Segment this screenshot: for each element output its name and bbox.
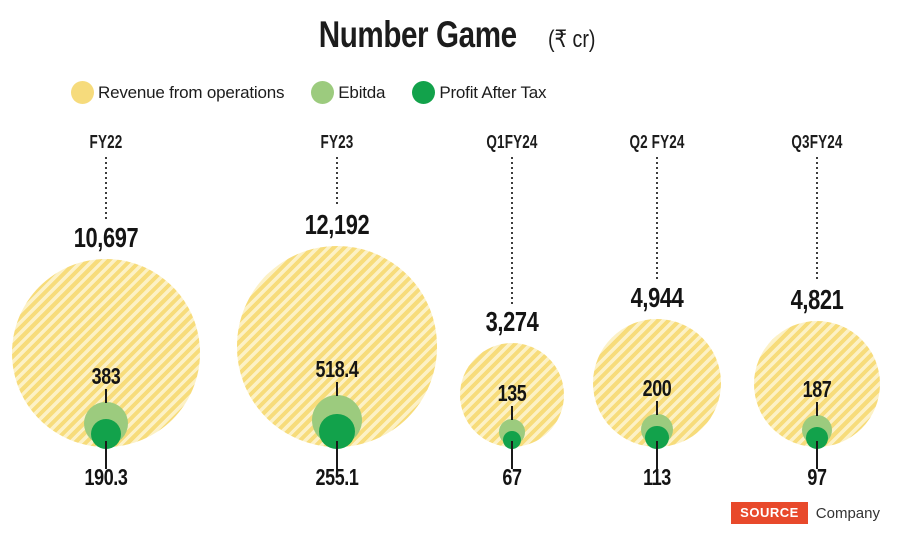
revenue-value-label: 3,274 — [485, 305, 539, 337]
legend-label-ebitda: Ebitda — [338, 82, 386, 102]
pat-value-label: 255.1 — [315, 464, 359, 490]
pat-pointer-line — [656, 441, 658, 469]
ebitda-value-label: 518.4 — [315, 355, 359, 382]
legend-item-pat: Profit After Tax — [412, 81, 547, 104]
category-label: FY23 — [320, 132, 354, 152]
pat-value-label: 67 — [502, 464, 522, 490]
pat-bubble — [806, 427, 828, 449]
ebitda-pointer-line — [816, 401, 818, 416]
dotted-connector-line — [656, 157, 658, 281]
ebitda-value-label: 200 — [642, 374, 672, 401]
legend-label-pat: Profit After Tax — [439, 82, 547, 102]
dotted-connector-line — [511, 157, 513, 304]
pat-pointer-line — [511, 441, 513, 469]
ebitda-value-label: 135 — [497, 380, 527, 407]
revenue-value-label: 4,821 — [790, 283, 844, 315]
pat-bubble — [645, 425, 669, 449]
legend-item-revenue: Revenue from operations — [71, 81, 284, 104]
category-label: Q3FY24 — [791, 132, 843, 152]
revenue-swatch-icon — [71, 81, 94, 104]
chart-title-text: Number Game — [318, 14, 517, 55]
source-company: Company — [815, 504, 880, 522]
ebitda-pointer-line — [511, 406, 513, 421]
ebitda-pointer-line — [336, 381, 338, 396]
pat-value-label: 190.3 — [84, 464, 128, 490]
pat-pointer-line — [816, 441, 818, 469]
pat-value-label: 97 — [807, 464, 827, 490]
source-attribution: SOURCE Company — [731, 502, 880, 524]
pat-swatch-icon — [412, 81, 436, 104]
chart-title: Number Game (₹ cr) — [0, 14, 900, 56]
category-label: Q1FY24 — [486, 132, 538, 152]
pat-value-label: 113 — [643, 464, 671, 490]
pat-bubble — [502, 430, 521, 449]
revenue-value-label: 12,192 — [304, 209, 370, 241]
legend-item-ebitda: Ebitda — [311, 81, 386, 104]
category-label: FY22 — [89, 132, 123, 152]
ebitda-pointer-line — [656, 400, 658, 415]
dotted-connector-line — [336, 157, 338, 208]
legend-label-revenue: Revenue from operations — [98, 82, 285, 102]
source-badge: SOURCE — [731, 502, 808, 524]
ebitda-value-label: 383 — [91, 362, 121, 389]
legend: Revenue from operations Ebitda Profit Af… — [71, 81, 547, 104]
dotted-connector-line — [105, 157, 107, 220]
ebitda-value-label: 187 — [802, 375, 832, 402]
revenue-value-label: 10,697 — [73, 221, 139, 253]
category-label: Q2 FY24 — [629, 132, 685, 152]
ebitda-pointer-line — [105, 388, 107, 403]
dotted-connector-line — [816, 157, 818, 282]
revenue-value-label: 4,944 — [630, 282, 684, 314]
chart-title-unit: (₹ cr) — [547, 26, 596, 53]
pat-pointer-line — [336, 441, 338, 469]
pat-pointer-line — [105, 441, 107, 469]
ebitda-swatch-icon — [311, 81, 335, 104]
